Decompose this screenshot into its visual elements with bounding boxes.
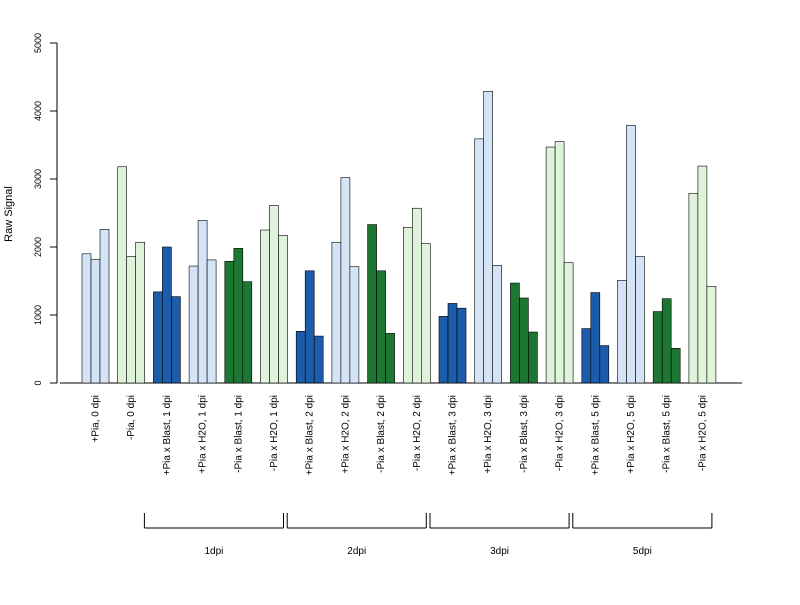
bar: [385, 333, 395, 384]
category-label: +Pia x H2O, 3 dpi: [483, 395, 494, 474]
group-label: 2dpi: [347, 546, 366, 557]
bar: [260, 229, 270, 384]
bar: [626, 124, 636, 384]
y-tick-label: 2000: [33, 237, 43, 257]
bar: [688, 192, 699, 384]
bar: [438, 316, 449, 384]
category-label: -Pia x H2O, 2 dpi: [412, 395, 423, 471]
category-label: -Pia x Blast, 1 dpi: [233, 395, 244, 473]
bar: [411, 207, 422, 384]
bar: [206, 259, 217, 384]
bar: [313, 335, 324, 384]
y-tick-label: 3000: [33, 169, 43, 189]
bar: [117, 166, 127, 384]
y-tick-label: 1000: [33, 305, 43, 325]
bar: [447, 303, 458, 384]
bar: [90, 258, 101, 384]
bar: [188, 265, 199, 384]
bar: [420, 243, 431, 384]
bar: [661, 298, 672, 384]
bar: [153, 291, 163, 384]
bar: [197, 220, 208, 384]
bar: [233, 248, 244, 384]
bar: [269, 205, 279, 384]
bar: [81, 253, 92, 384]
bar: [331, 241, 342, 384]
bar: [304, 270, 315, 384]
y-tick-label: 0: [33, 380, 43, 385]
bar: [242, 281, 253, 384]
bar: [402, 226, 413, 384]
category-label: +Pia x Blast, 5 dpi: [590, 395, 601, 475]
bar: [492, 265, 503, 384]
category-label: -Pia x H2O, 1 dpi: [269, 395, 280, 471]
category-label: -Pia x Blast, 3 dpi: [519, 395, 530, 473]
category-label: +Pia x H2O, 1 dpi: [198, 395, 209, 474]
bar: [474, 138, 485, 384]
bar: [635, 256, 645, 384]
bar: [581, 328, 592, 384]
bar: [483, 90, 494, 384]
bar: [367, 224, 377, 384]
bar: [349, 266, 360, 384]
bar: [706, 286, 717, 384]
category-label: -Pia, 0 dpi: [126, 395, 137, 440]
category-label: +Pia x H2O, 2 dpi: [340, 395, 351, 474]
category-label: +Pia x Blast, 1 dpi: [162, 395, 173, 475]
bar: [554, 141, 565, 384]
bar: [519, 297, 529, 384]
category-label: +Pia, 0 dpi: [91, 395, 102, 443]
bar: [340, 177, 351, 384]
bar: [162, 246, 172, 384]
bar: [545, 146, 556, 384]
group-label: 5dpi: [633, 546, 652, 557]
y-tick-label: 4000: [33, 101, 43, 121]
category-label: +Pia x Blast, 3 dpi: [448, 395, 459, 475]
y-axis-title: Raw Signal: [3, 186, 15, 242]
category-label: -Pia x H2O, 5 dpi: [697, 395, 708, 471]
category-label: +Pia x Blast, 2 dpi: [305, 395, 316, 475]
bar: [171, 296, 181, 384]
group-label: 1dpi: [204, 546, 223, 557]
bar: [528, 331, 538, 384]
bar: [617, 280, 627, 384]
bar: [278, 235, 288, 384]
y-tick-label: 5000: [33, 33, 43, 53]
bar: [697, 165, 708, 384]
bar: [670, 348, 681, 384]
category-label: -Pia x H2O, 3 dpi: [555, 395, 566, 471]
bar: [126, 256, 136, 384]
bar: [224, 260, 235, 384]
bar: [652, 311, 663, 384]
category-label: -Pia x Blast, 5 dpi: [662, 395, 673, 473]
category-label: -Pia x Blast, 2 dpi: [376, 395, 387, 473]
bar: [135, 241, 145, 384]
bar: [456, 307, 467, 384]
bar: [599, 345, 610, 384]
bar: [99, 229, 110, 384]
group-label: 3dpi: [490, 546, 509, 557]
bar: [510, 282, 520, 384]
bar: [563, 262, 574, 384]
bar: [295, 331, 306, 384]
bar: [590, 292, 601, 384]
category-label: +Pia x H2O, 5 dpi: [626, 395, 637, 474]
bar: [376, 270, 386, 384]
